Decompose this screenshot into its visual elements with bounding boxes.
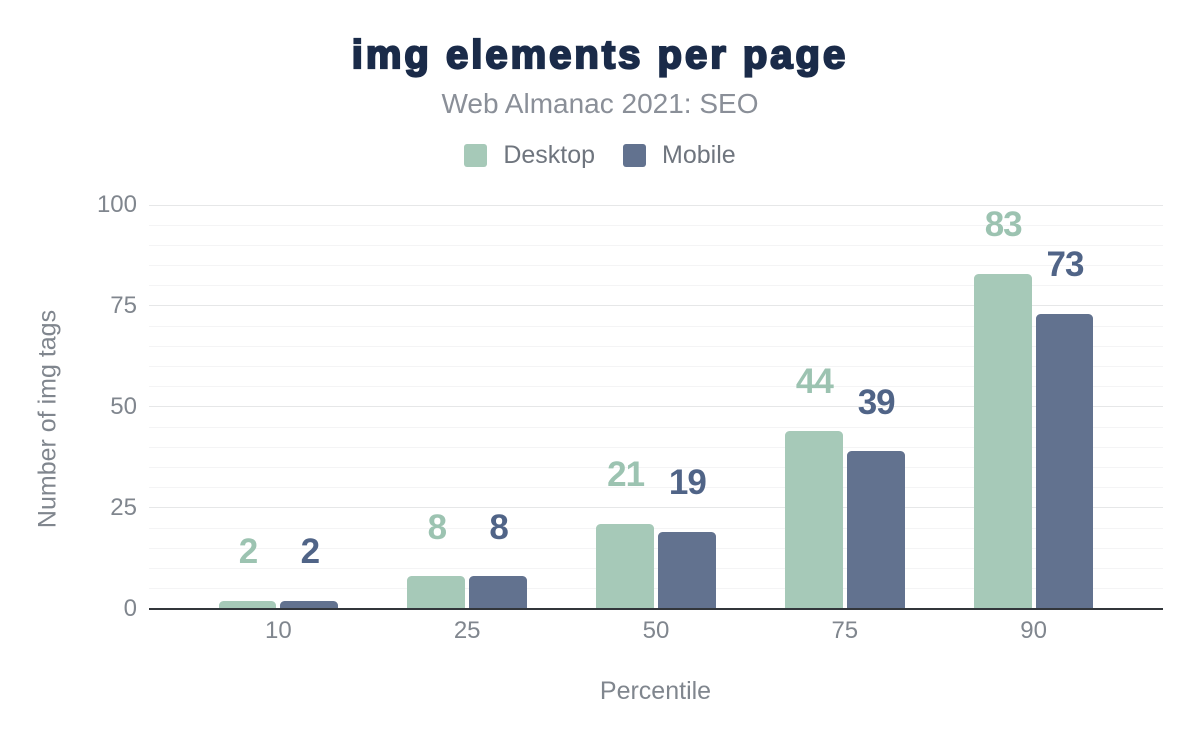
minor-gridline bbox=[148, 567, 1163, 569]
major-gridline bbox=[148, 204, 1163, 206]
bar-value-label: 39 bbox=[857, 382, 896, 422]
x-axis-line bbox=[148, 607, 1163, 611]
bar-value-label: 2 bbox=[238, 532, 258, 572]
minor-gridline bbox=[148, 487, 1163, 489]
minor-gridline bbox=[148, 244, 1163, 246]
bar-value-label: 21 bbox=[607, 455, 645, 495]
major-gridline bbox=[148, 406, 1163, 408]
chart-subtitle: Web Almanac 2021: SEO bbox=[441, 88, 759, 119]
bar-desktop[interactable] bbox=[596, 524, 654, 610]
legend-label: Mobile bbox=[662, 141, 736, 169]
x-axis-title: Percentile bbox=[599, 676, 712, 705]
bar-mobile[interactable] bbox=[846, 451, 905, 610]
x-tick-label: 50 bbox=[642, 616, 670, 644]
bar-desktop[interactable] bbox=[785, 431, 843, 610]
legend-item-mobile[interactable]: Mobile bbox=[623, 141, 736, 169]
minor-gridline bbox=[148, 224, 1163, 226]
minor-gridline bbox=[148, 366, 1163, 368]
minor-gridline bbox=[148, 345, 1163, 347]
x-tick-label: 25 bbox=[453, 616, 481, 644]
bar-value-label: 19 bbox=[668, 463, 707, 503]
bar-desktop[interactable] bbox=[407, 576, 466, 610]
major-gridline bbox=[148, 507, 1163, 509]
bar-mobile[interactable] bbox=[1035, 314, 1094, 610]
x-tick-label: 90 bbox=[1020, 616, 1047, 644]
legend: Desktop Mobile bbox=[0, 141, 1200, 169]
y-tick-label: 100 bbox=[96, 191, 137, 219]
minor-gridline bbox=[148, 285, 1163, 287]
minor-gridline bbox=[148, 386, 1163, 388]
minor-gridline bbox=[148, 527, 1163, 529]
legend-swatch-mobile bbox=[623, 143, 647, 167]
y-tick-label: 0 bbox=[123, 595, 137, 623]
bar-desktop[interactable] bbox=[973, 273, 1032, 610]
major-gridline bbox=[148, 305, 1163, 307]
minor-gridline bbox=[148, 265, 1163, 267]
bar-value-label: 83 bbox=[984, 204, 1023, 244]
legend-item-desktop[interactable]: Desktop bbox=[464, 141, 596, 169]
minor-gridline bbox=[148, 426, 1163, 428]
minor-gridline bbox=[148, 547, 1163, 549]
legend-label: Desktop bbox=[503, 141, 596, 169]
bar-value-label: 73 bbox=[1046, 245, 1085, 285]
x-tick-label: 75 bbox=[831, 616, 859, 644]
y-tick-label: 75 bbox=[110, 292, 137, 320]
chart-title: img elements per page bbox=[351, 33, 849, 77]
bar-value-label: 44 bbox=[795, 362, 834, 402]
minor-gridline bbox=[148, 325, 1163, 327]
bar-value-label: 8 bbox=[489, 507, 508, 547]
bar-value-label: 2 bbox=[300, 532, 320, 572]
minor-gridline bbox=[148, 466, 1163, 468]
bar-mobile[interactable] bbox=[658, 532, 716, 610]
bar-value-label: 8 bbox=[427, 507, 447, 547]
x-tick-label: 10 bbox=[265, 616, 292, 644]
legend-swatch-desktop bbox=[464, 143, 488, 167]
minor-gridline bbox=[148, 446, 1163, 448]
bar-mobile[interactable] bbox=[469, 576, 527, 610]
y-axis-title: Number of img tags bbox=[33, 309, 61, 528]
y-tick-label: 50 bbox=[110, 393, 137, 421]
bar-desktop[interactable] bbox=[218, 600, 277, 610]
y-tick-label: 25 bbox=[110, 494, 137, 522]
bar-mobile[interactable] bbox=[280, 600, 339, 610]
minor-gridline bbox=[148, 588, 1163, 590]
